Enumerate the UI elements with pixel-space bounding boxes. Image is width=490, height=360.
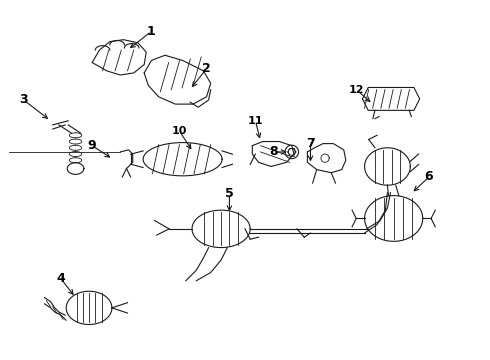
Text: 3: 3 — [19, 94, 28, 107]
Text: 8: 8 — [269, 145, 277, 158]
Text: 10: 10 — [172, 126, 187, 136]
Text: 7: 7 — [306, 137, 315, 150]
Text: 5: 5 — [225, 187, 234, 200]
Text: 2: 2 — [202, 62, 211, 75]
Text: 11: 11 — [247, 116, 263, 126]
Text: 4: 4 — [57, 272, 65, 285]
Text: 12: 12 — [348, 85, 364, 95]
Text: 1: 1 — [147, 25, 156, 38]
Text: 6: 6 — [425, 170, 433, 183]
Text: 9: 9 — [88, 139, 97, 152]
